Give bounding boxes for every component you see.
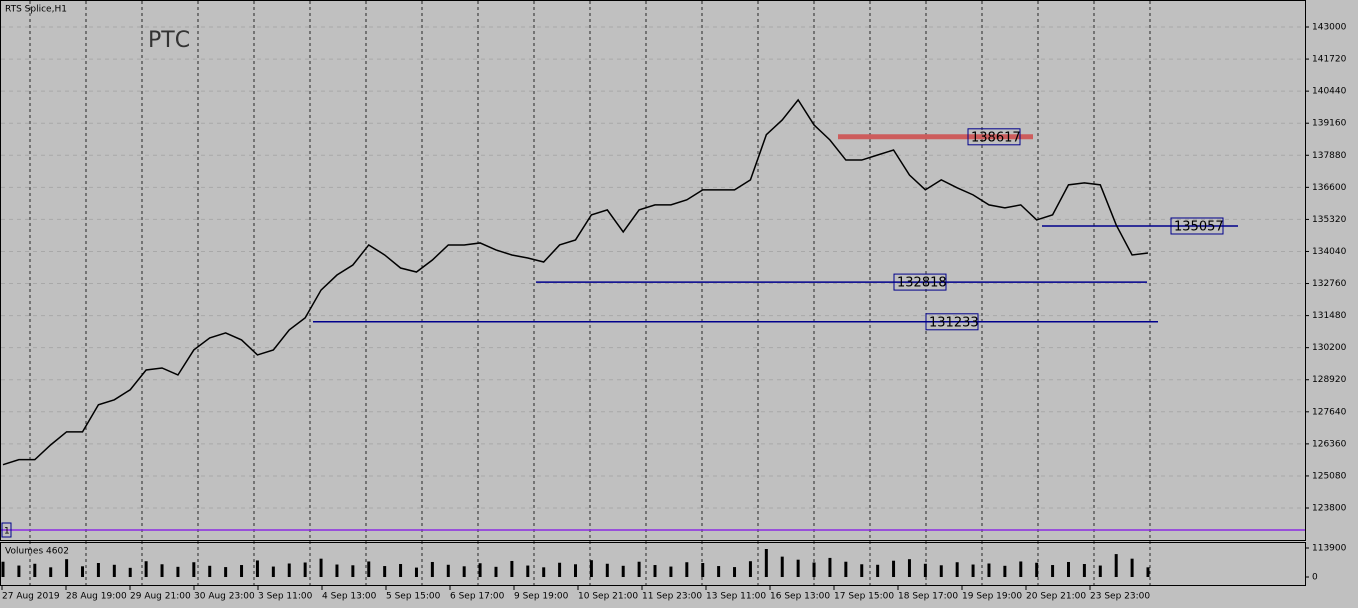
volume-panel [0, 542, 1306, 586]
marker-box [1, 522, 12, 538]
x-tick-label: 4 Sep 13:00 [322, 592, 377, 602]
marker-label: 1 [4, 527, 10, 537]
x-tick-label: 19 Sep 19:00 [962, 592, 1022, 602]
volume-label: Volumes 4602 [5, 547, 69, 557]
y-tick-label: 128920 [1312, 375, 1347, 385]
x-tick-label: 20 Sep 21:00 [1026, 592, 1086, 602]
level-label: 138617 [971, 130, 1021, 145]
y-tick-label: 132760 [1312, 279, 1347, 289]
x-tick-label: 30 Aug 23:00 [194, 592, 255, 602]
y-tick-label: 135320 [1312, 215, 1347, 225]
y-tick-label: 143000 [1312, 23, 1347, 33]
price-line [2, 98, 1149, 466]
x-tick-label: 3 Sep 11:00 [258, 592, 313, 602]
volume-tick-label: 0 [1312, 573, 1318, 583]
level-box [967, 128, 1021, 146]
y-tick-label: 131480 [1312, 311, 1347, 321]
y-tick-label: 125080 [1312, 471, 1347, 481]
level-label: 131233 [929, 315, 979, 330]
y-tick-label: 136600 [1312, 183, 1347, 193]
x-tick-label: 17 Sep 15:00 [834, 592, 894, 602]
level-label: 135057 [1174, 219, 1224, 234]
y-tick-label: 137880 [1312, 151, 1347, 161]
x-tick-label: 18 Sep 17:00 [898, 592, 958, 602]
x-tick-label: 5 Sep 15:00 [386, 592, 441, 602]
y-tick-label: 126360 [1312, 439, 1347, 449]
x-tick-label: 23 Sep 23:00 [1090, 592, 1150, 602]
chart-title: RTS Splice,H1 [5, 5, 67, 15]
x-tick-label: 28 Aug 19:00 [66, 592, 127, 602]
x-tick-label: 6 Sep 17:00 [450, 592, 505, 602]
x-tick-label: 16 Sep 13:00 [770, 592, 830, 602]
volume-tick-label: 113900 [1312, 544, 1347, 554]
y-tick-label: 127640 [1312, 407, 1347, 417]
level-label: 132818 [897, 276, 947, 291]
y-tick-label: 141720 [1312, 55, 1347, 65]
level-box [893, 273, 947, 291]
y-tick-label: 134040 [1312, 247, 1347, 257]
x-tick-label: 13 Sep 11:00 [706, 592, 766, 602]
annotation: РТС [148, 28, 190, 53]
y-tick-label: 130200 [1312, 343, 1347, 353]
level-box [925, 313, 979, 331]
x-tick-label: 9 Sep 19:00 [514, 592, 569, 602]
x-tick-label: 27 Aug 2019 [2, 592, 60, 602]
y-tick-label: 123800 [1312, 504, 1347, 514]
y-tick-label: 140440 [1312, 87, 1347, 97]
x-tick-label: 10 Sep 21:00 [578, 592, 638, 602]
level-box [1170, 217, 1224, 235]
main-panel [0, 0, 1306, 541]
x-tick-label: 11 Sep 23:00 [642, 592, 702, 602]
y-tick-label: 139160 [1312, 119, 1347, 129]
x-tick-label: 29 Aug 21:00 [130, 592, 191, 602]
